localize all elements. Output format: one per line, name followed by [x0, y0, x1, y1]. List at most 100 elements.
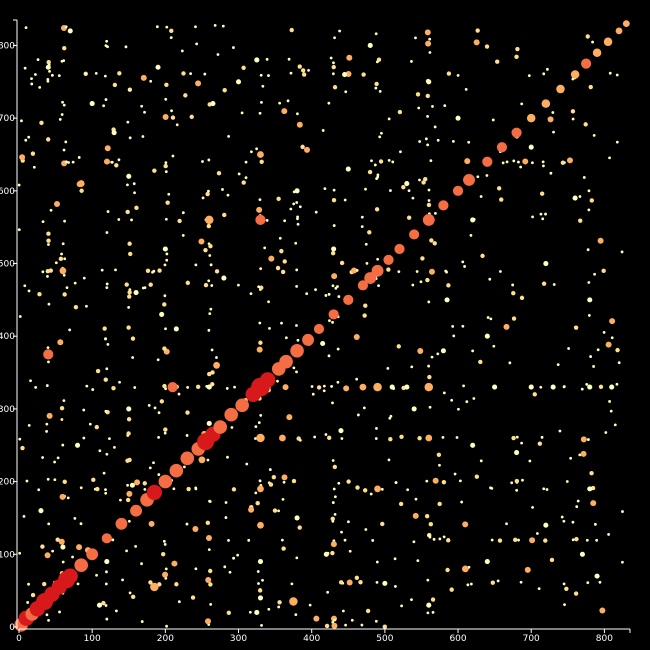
- off-diagonal-point: [257, 521, 264, 529]
- background-point: [286, 99, 290, 103]
- background-point: [249, 292, 253, 295]
- background-point: [265, 57, 269, 61]
- background-point: [464, 87, 468, 91]
- background-point: [375, 581, 379, 584]
- background-point: [164, 327, 167, 331]
- background-point: [232, 556, 236, 560]
- background-point: [127, 241, 132, 246]
- background-point: [295, 324, 298, 327]
- background-point: [305, 292, 309, 296]
- background-point: [524, 566, 531, 573]
- background-point: [519, 580, 523, 584]
- off-diagonal-point: [572, 195, 578, 201]
- background-point: [376, 175, 380, 179]
- background-point: [608, 400, 611, 403]
- background-point: [428, 521, 434, 527]
- y-tick-label: 700: [0, 114, 15, 124]
- background-point: [231, 487, 237, 492]
- background-point: [26, 601, 30, 604]
- y-tick-label: 600: [0, 187, 15, 197]
- background-point: [38, 86, 42, 89]
- background-point: [164, 217, 168, 221]
- background-point: [125, 458, 130, 463]
- off-diagonal-point: [404, 384, 410, 390]
- background-point: [515, 46, 520, 52]
- background-point: [514, 54, 519, 60]
- off-diagonal-point: [374, 485, 381, 493]
- background-point: [362, 406, 366, 410]
- background-point: [42, 581, 47, 587]
- background-point: [216, 171, 222, 176]
- background-point: [573, 591, 579, 596]
- background-point: [27, 423, 31, 427]
- background-point: [143, 487, 147, 491]
- background-point: [48, 69, 51, 73]
- background-point: [431, 105, 434, 108]
- background-point: [276, 196, 281, 202]
- background-point: [47, 360, 50, 364]
- background-point: [248, 610, 252, 614]
- background-point: [205, 191, 210, 197]
- background-point: [56, 456, 60, 460]
- background-point: [455, 436, 459, 439]
- background-point: [469, 582, 473, 586]
- background-point: [233, 385, 236, 389]
- background-point: [71, 555, 74, 559]
- background-point: [34, 385, 38, 389]
- off-diagonal-point: [77, 180, 85, 187]
- background-point: [428, 268, 435, 275]
- background-point: [360, 623, 364, 627]
- background-point: [228, 570, 232, 574]
- background-point: [316, 385, 322, 390]
- background-point: [203, 247, 208, 253]
- y-tick-label: 300: [0, 405, 15, 415]
- background-point: [54, 261, 58, 265]
- background-point: [267, 607, 271, 611]
- off-diagonal-point: [254, 609, 260, 616]
- background-point: [541, 160, 545, 164]
- background-point: [140, 562, 143, 566]
- background-point: [206, 458, 210, 462]
- background-point: [59, 493, 66, 500]
- background-point: [105, 367, 109, 371]
- background-point: [157, 435, 160, 439]
- background-point: [541, 281, 547, 286]
- background-point: [244, 176, 248, 180]
- off-diagonal-point: [514, 449, 520, 456]
- off-diagonal-point: [257, 595, 264, 601]
- background-point: [177, 600, 181, 604]
- background-point: [615, 347, 620, 353]
- background-point: [374, 619, 378, 623]
- background-point: [399, 434, 404, 440]
- background-point: [208, 254, 212, 257]
- background-point: [186, 385, 190, 389]
- off-diagonal-point: [206, 420, 212, 427]
- background-point: [171, 560, 178, 567]
- background-point: [426, 143, 430, 147]
- background-point: [143, 110, 146, 114]
- off-diagonal-point: [213, 361, 220, 369]
- background-point: [474, 474, 480, 479]
- background-point: [163, 431, 167, 435]
- off-diagonal-point: [173, 326, 179, 332]
- background-point: [430, 355, 434, 359]
- background-point: [549, 171, 553, 175]
- background-point: [333, 495, 337, 499]
- off-diagonal-point: [45, 64, 51, 70]
- background-point: [419, 280, 423, 284]
- background-point: [412, 540, 416, 544]
- background-point: [609, 409, 613, 413]
- background-point: [367, 230, 372, 235]
- background-point: [57, 74, 61, 78]
- background-point: [108, 437, 111, 441]
- diagonal-point: [615, 27, 623, 35]
- background-point: [508, 361, 512, 365]
- background-point: [85, 304, 88, 308]
- background-point: [571, 117, 575, 121]
- background-point: [327, 354, 331, 358]
- background-point: [560, 160, 566, 165]
- background-point: [130, 218, 133, 222]
- background-point: [332, 487, 336, 491]
- background-point: [620, 250, 624, 254]
- off-diagonal-point: [373, 382, 382, 392]
